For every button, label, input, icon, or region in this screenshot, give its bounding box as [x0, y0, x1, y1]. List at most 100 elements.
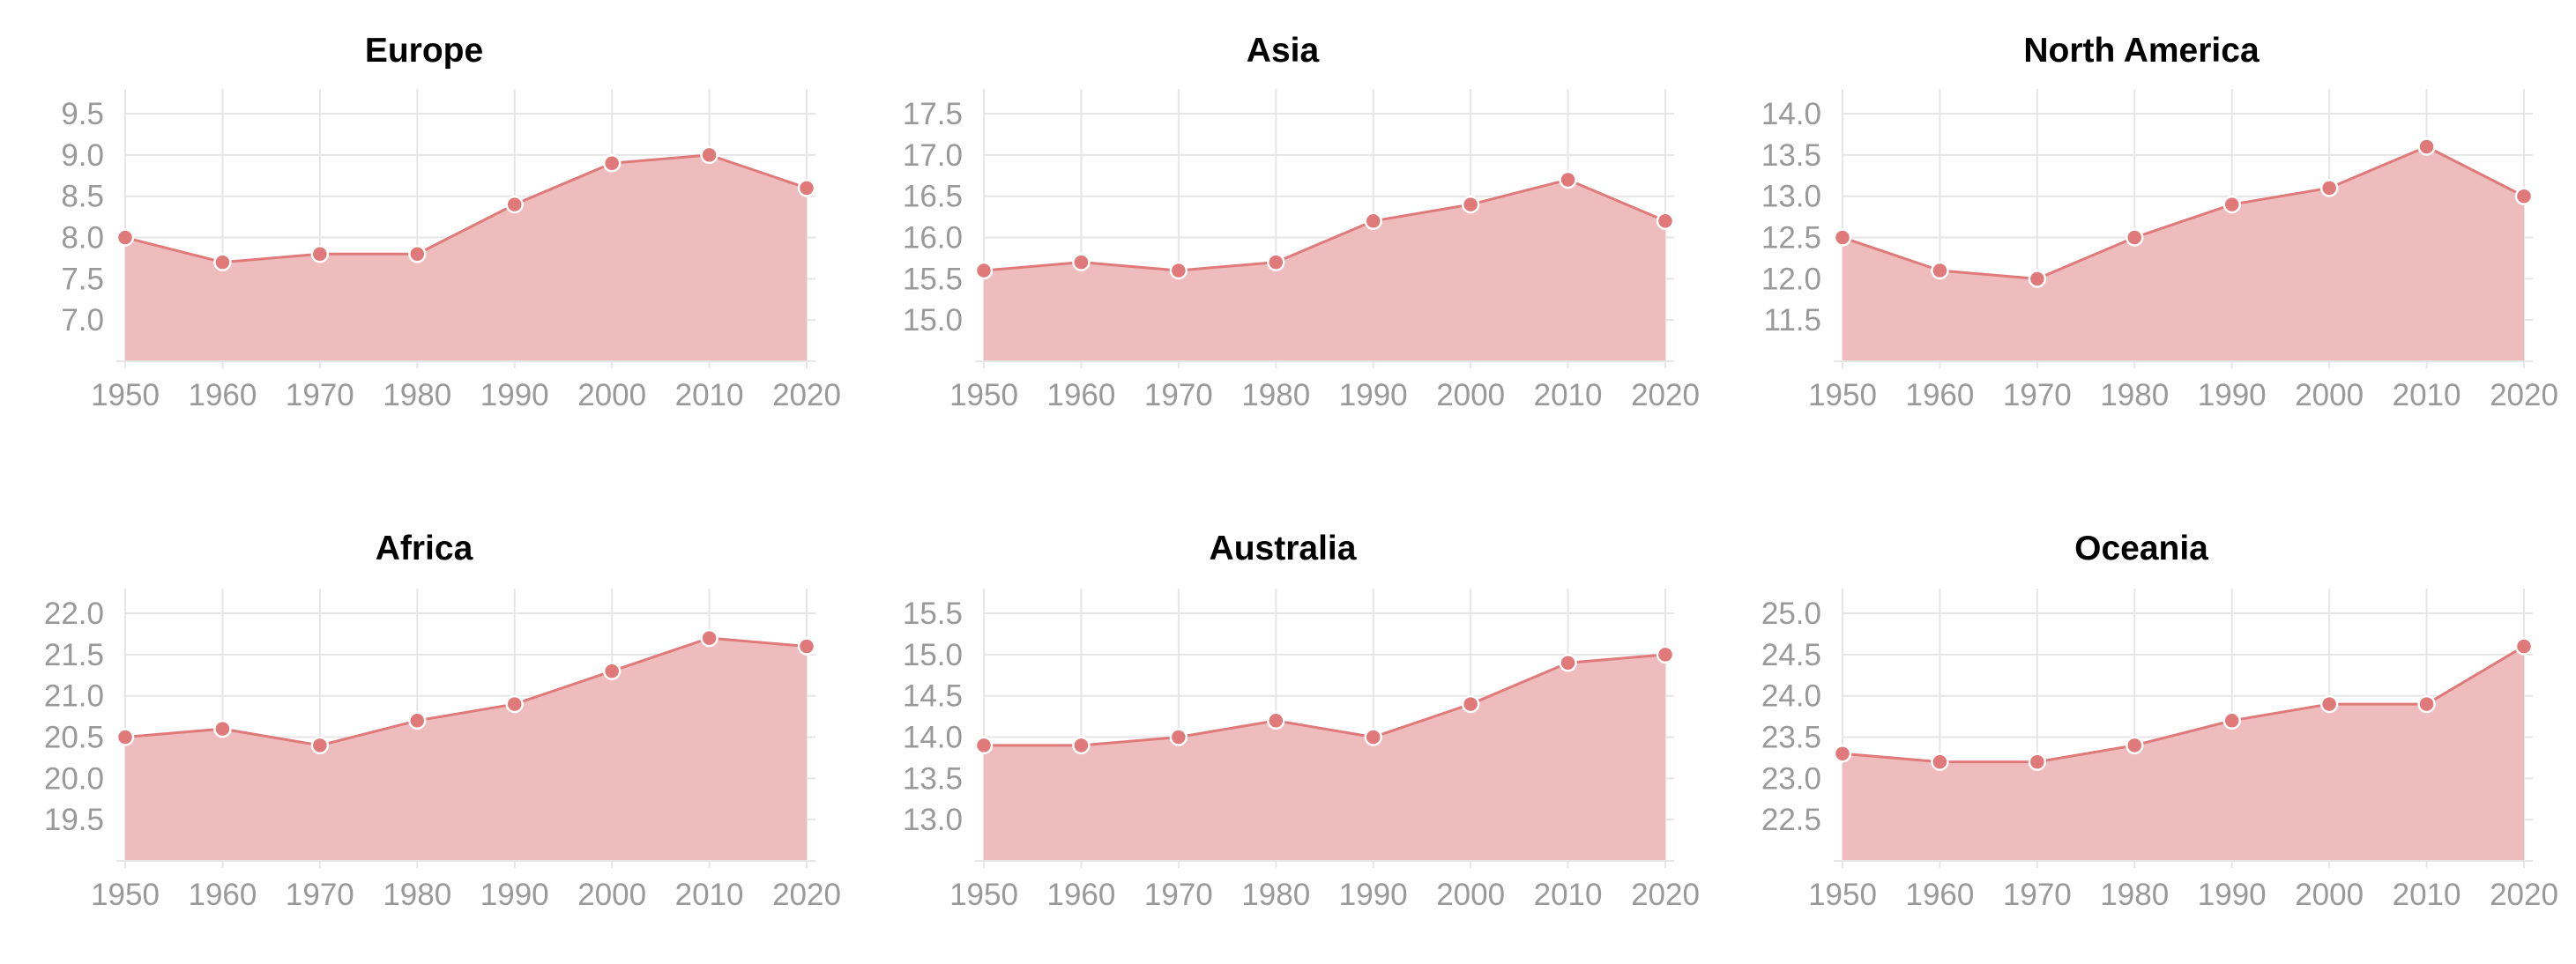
data-point[interactable] — [408, 711, 427, 730]
data-point[interactable] — [1072, 736, 1091, 755]
data-point[interactable] — [2126, 736, 2144, 755]
data-point[interactable] — [974, 261, 994, 280]
data-point[interactable] — [2126, 228, 2144, 247]
x-tick-label: 2010 — [2393, 378, 2461, 412]
data-point[interactable] — [1267, 253, 1285, 271]
x-tick-label: 1950 — [1808, 378, 1877, 412]
data-point[interactable] — [2028, 270, 2047, 288]
data-point[interactable] — [1169, 728, 1188, 746]
data-point[interactable] — [797, 637, 816, 656]
data-point[interactable] — [1072, 253, 1091, 271]
data-point[interactable] — [1461, 195, 1480, 214]
data-point[interactable] — [1364, 211, 1382, 231]
x-tick-label: 1950 — [1808, 878, 1877, 912]
data-point[interactable] — [2319, 179, 2339, 197]
data-point[interactable] — [1833, 745, 1852, 763]
data-point[interactable] — [2514, 637, 2534, 656]
y-tick-label: 16.0 — [903, 221, 963, 256]
x-tick-label: 2020 — [1631, 878, 1700, 912]
x-tick-label: 1970 — [2003, 878, 2072, 912]
x-tick-label: 1960 — [1046, 378, 1115, 412]
data-point[interactable] — [1931, 753, 1949, 771]
data-point[interactable] — [1559, 170, 1577, 189]
data-point[interactable] — [213, 719, 232, 738]
x-tick-label: 2000 — [2295, 878, 2364, 912]
x-tick-label: 2010 — [1534, 378, 1603, 412]
data-point[interactable] — [2222, 195, 2241, 214]
x-tick-label: 1950 — [949, 878, 1018, 912]
data-point[interactable] — [115, 728, 135, 746]
y-tick-label: 20.5 — [44, 721, 104, 755]
x-tick-label: 1980 — [2100, 878, 2169, 912]
x-tick-label: 2000 — [577, 878, 646, 912]
y-tick-label: 23.5 — [1761, 721, 1821, 755]
data-point[interactable] — [2417, 137, 2436, 156]
chart-panel-north-america: North America 11.5 12.0 12.5 13.0 13.5 14.0 19… — [1717, 0, 2576, 482]
chart-panel-australia: Australia 13.0 13.5 14.0 14.5 15.0 15.5 1950 19… — [859, 482, 1717, 964]
y-tick-label: 19.5 — [44, 803, 104, 837]
data-point[interactable] — [602, 153, 622, 173]
x-tick-label: 2020 — [772, 878, 841, 912]
data-point[interactable] — [408, 245, 427, 263]
data-point[interactable] — [2514, 187, 2534, 205]
data-point[interactable] — [2319, 694, 2339, 714]
x-tick-label: 2020 — [2490, 878, 2558, 912]
data-point[interactable] — [1267, 711, 1285, 730]
data-point[interactable] — [505, 694, 524, 714]
data-layer — [974, 170, 1675, 361]
data-point[interactable] — [2417, 694, 2436, 714]
y-tick-label: 23.0 — [1761, 761, 1821, 796]
data-point[interactable] — [700, 145, 718, 165]
x-tick-label: 2020 — [1631, 378, 1700, 412]
y-tick-label: 9.0 — [61, 138, 104, 173]
data-point[interactable] — [602, 662, 622, 680]
data-layer — [974, 645, 1675, 861]
data-layer — [115, 628, 816, 861]
x-tick-label: 1960 — [188, 378, 257, 412]
x-tick-label: 2020 — [2490, 378, 2558, 412]
data-point[interactable] — [310, 736, 330, 755]
x-tick-label: 2000 — [1436, 878, 1505, 912]
data-layer — [115, 145, 816, 361]
chart-panel-africa: Africa 19.5 20.0 20.5 21.0 21.5 22.0 1950 1960 1… — [0, 482, 859, 964]
x-tick-label: 2000 — [1436, 378, 1505, 412]
data-point[interactable] — [1833, 228, 1852, 247]
data-point[interactable] — [2028, 753, 2047, 771]
data-point[interactable] — [1931, 261, 1949, 280]
data-point[interactable] — [974, 736, 994, 755]
data-point[interactable] — [1559, 653, 1577, 672]
chart-title: Asia — [1247, 32, 1320, 70]
data-point[interactable] — [1656, 645, 1675, 664]
y-tick-label: 21.5 — [44, 638, 104, 672]
series-line — [124, 636, 808, 747]
data-point[interactable] — [505, 195, 524, 214]
series-area — [1843, 146, 2524, 361]
x-tick-label: 1970 — [1144, 378, 1213, 412]
y-tick-label: 12.0 — [1761, 262, 1821, 296]
data-point[interactable] — [213, 253, 232, 271]
chart-svg-asia: Asia 15.0 15.5 16.0 16.5 17.0 17.5 1950 1960 197… — [903, 32, 1700, 412]
y-tick-label: 8.0 — [61, 221, 104, 256]
axes: 19.5 20.0 20.5 21.0 21.5 22.0 1950 1960 1970 1980… — [44, 597, 841, 912]
data-point[interactable] — [1656, 211, 1675, 231]
y-tick-label: 25.0 — [1761, 597, 1821, 631]
y-tick-label: 21.0 — [44, 679, 104, 714]
axes: 15.0 15.5 16.0 16.5 17.0 17.5 1950 1960 1970 1980… — [903, 97, 1700, 412]
x-tick-label: 1960 — [1905, 878, 1974, 912]
chart-title: Europe — [365, 32, 483, 70]
data-point[interactable] — [310, 245, 330, 263]
x-tick-label: 1990 — [1339, 878, 1408, 912]
y-tick-label: 14.0 — [1761, 97, 1821, 131]
y-tick-label: 8.5 — [61, 180, 104, 214]
data-point[interactable] — [2222, 711, 2241, 730]
data-point[interactable] — [797, 179, 816, 197]
chart-panel-asia: Asia 15.0 15.5 16.0 16.5 17.0 17.5 1950 1960 197… — [859, 0, 1717, 482]
data-point[interactable] — [1461, 694, 1480, 714]
data-point[interactable] — [700, 628, 718, 648]
series-area — [984, 179, 1665, 361]
chart-svg-oceania: Oceania 22.5 23.0 23.5 24.0 24.5 25.0 1950 1960… — [1761, 530, 2558, 912]
data-point[interactable] — [115, 228, 135, 247]
data-point[interactable] — [1364, 728, 1382, 746]
data-point[interactable] — [1169, 261, 1188, 280]
